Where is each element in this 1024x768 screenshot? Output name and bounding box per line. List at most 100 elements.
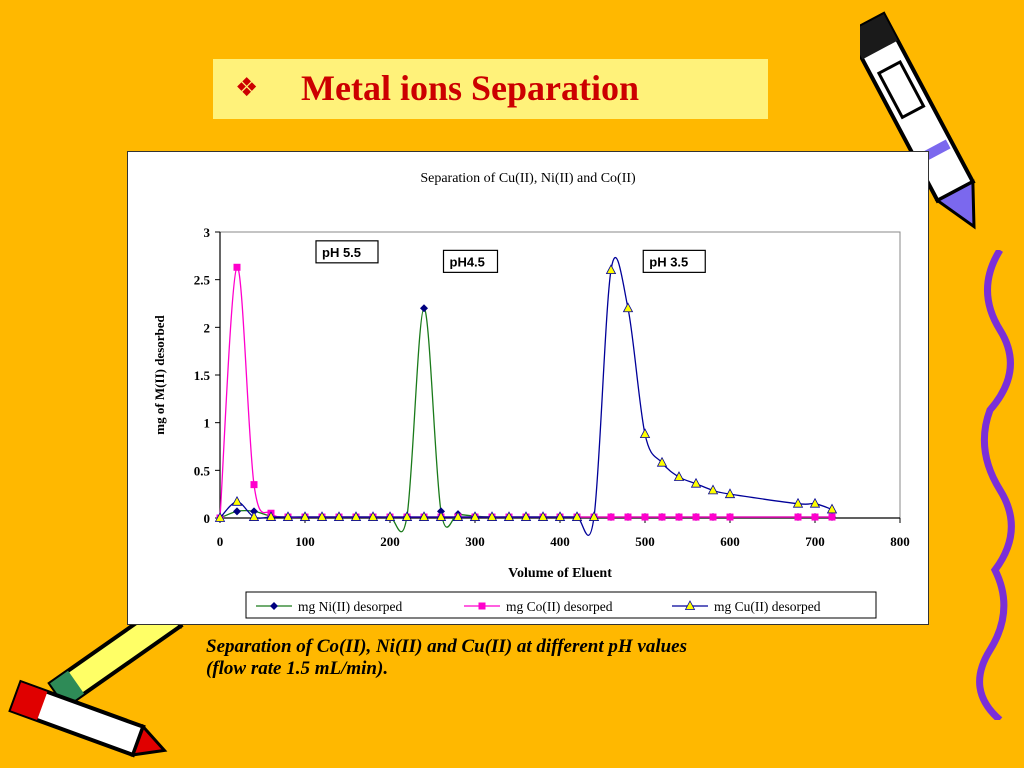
y-tick-label: 1.5 — [194, 368, 211, 383]
data-point-triangle — [401, 511, 413, 521]
series-group — [216, 304, 836, 533]
data-point-triangle — [622, 302, 634, 313]
ph-annotation: pH 5.5 — [315, 240, 379, 264]
data-point-triangle — [673, 471, 685, 481]
ph-annotation: pH 3.5 — [642, 249, 706, 273]
data-point-triangle — [656, 456, 668, 467]
data-point-triangle — [690, 477, 702, 488]
chart-legend: mg Ni(II) desorped mg Co(II) desorped mg C… — [245, 591, 877, 619]
legend-item: mg Cu(II) desorped — [672, 599, 821, 614]
y-tick-label: 0 — [204, 511, 211, 526]
data-point-triangle — [520, 511, 532, 521]
crayons-bottom-left-icon — [8, 615, 194, 758]
data-point-triangle — [367, 511, 379, 521]
y-tick-label: 2.5 — [194, 273, 211, 288]
series-line — [219, 307, 832, 533]
data-point-triangle — [707, 484, 719, 495]
data-point-square — [794, 513, 802, 521]
x-tick-label: 100 — [295, 534, 315, 549]
plot-area — [219, 231, 901, 519]
data-point-triangle — [452, 511, 464, 521]
data-point-square — [607, 513, 615, 521]
data-point-triangle — [639, 428, 651, 439]
series-group — [216, 263, 836, 522]
legend-item: mg Ni(II) desorped — [256, 599, 402, 614]
legend-label: mg Ni(II) desorped — [298, 599, 402, 614]
line-chart: Separation of Cu(II), Ni(II) and Co(II) … — [152, 171, 910, 619]
data-point-triangle — [231, 495, 243, 506]
data-point-triangle — [724, 488, 736, 499]
data-point-square — [709, 513, 717, 521]
data-point-diamond — [420, 304, 428, 313]
data-point-square — [233, 263, 241, 271]
x-tick-label: 300 — [465, 534, 485, 549]
data-point-triangle — [384, 511, 396, 521]
series-line — [219, 256, 833, 536]
data-point-square — [624, 513, 632, 521]
data-point-square — [828, 513, 836, 521]
x-tick-label: 700 — [805, 534, 825, 549]
data-point-triangle — [333, 511, 345, 521]
chart-container: Separation of Cu(II), Ni(II) and Co(II) … — [127, 151, 929, 625]
data-point-triangle — [588, 511, 600, 521]
y-tick-label: 2 — [204, 320, 211, 335]
data-point-square — [658, 513, 666, 521]
ph-annotation: pH4.5 — [442, 249, 499, 273]
data-point-triangle — [684, 600, 696, 610]
ph-annotation-label: pH 5.5 — [322, 245, 361, 260]
slide-title: Metal ions Separation — [301, 68, 639, 108]
ph-annotation-label: pH 3.5 — [649, 254, 688, 269]
legend-item: mg Co(II) desorped — [464, 599, 613, 614]
x-tick-label: 0 — [217, 534, 224, 549]
y-tick-label: 3 — [204, 225, 211, 240]
legend-box — [245, 591, 877, 619]
x-tick-label: 600 — [720, 534, 740, 549]
data-point-triangle — [826, 503, 838, 514]
squiggle-line-icon — [976, 250, 1015, 720]
data-point-triangle — [503, 511, 515, 521]
series-line — [219, 266, 832, 519]
x-tick-label: 500 — [635, 534, 655, 549]
ph-annotations: pH 5.5 pH4.5 pH 3.5 — [315, 240, 706, 273]
diamond-bullet-icon: ❖ — [235, 73, 259, 103]
caption-line-2: (flow rate 1.5 mL/min). — [206, 658, 389, 679]
y-tick-label: 1 — [204, 416, 211, 431]
data-point-triangle — [282, 511, 294, 521]
slide-title-box: ❖ Metal ions Separation — [213, 59, 768, 119]
x-axis-ticks: 0 100 200 300 400 500 600 700 800 — [217, 518, 910, 549]
series-group — [214, 256, 838, 536]
data-point-triangle — [469, 511, 481, 521]
data-point-triangle — [214, 512, 226, 522]
data-point-square — [692, 513, 700, 521]
series-layer — [214, 256, 838, 536]
x-tick-label: 800 — [890, 534, 910, 549]
data-point-square — [675, 513, 683, 521]
data-point-triangle — [809, 497, 821, 508]
data-point-square — [478, 602, 486, 610]
data-point-square — [726, 513, 734, 521]
y-tick-label: 0.5 — [194, 463, 211, 478]
chart-caption: Separation of Co(II), Ni(II) and Cu(II) … — [206, 636, 906, 680]
y-axis-label: mg of M(II) desorbed — [152, 314, 167, 434]
x-axis-label: Volume of Eluent — [508, 566, 612, 581]
data-point-triangle — [418, 511, 430, 521]
chart-title: Separation of Cu(II), Ni(II) and Co(II) — [420, 171, 636, 186]
data-point-diamond — [270, 602, 278, 610]
ph-annotation-label: pH4.5 — [450, 254, 485, 269]
data-point-triangle — [792, 497, 804, 508]
data-point-triangle — [435, 511, 447, 521]
data-point-triangle — [486, 511, 498, 521]
pencil-top-right-icon — [860, 11, 976, 230]
caption-line-1: Separation of Co(II), Ni(II) and Cu(II) … — [206, 636, 688, 657]
x-tick-label: 400 — [550, 534, 570, 549]
data-point-square — [811, 513, 819, 521]
data-point-triangle — [316, 511, 328, 521]
legend-label: mg Cu(II) desorped — [714, 599, 821, 614]
data-point-triangle — [554, 511, 566, 521]
data-point-triangle — [605, 264, 617, 275]
data-point-diamond — [233, 507, 241, 516]
x-tick-label: 200 — [380, 534, 400, 549]
data-point-triangle — [571, 511, 583, 521]
data-point-triangle — [537, 511, 549, 521]
legend-label: mg Co(II) desorped — [506, 599, 613, 614]
